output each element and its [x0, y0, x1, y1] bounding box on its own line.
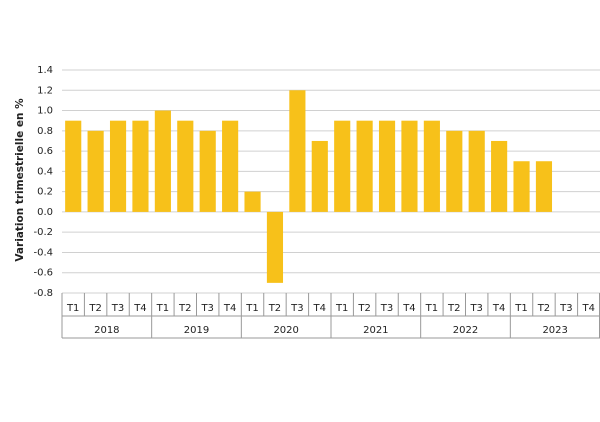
bar [222, 120, 239, 212]
x-tick-label: T2 [88, 303, 101, 314]
x-tick-label: T4 [492, 303, 505, 314]
x-tick-label: T2 [357, 303, 370, 314]
bar [513, 161, 530, 212]
y-tick-label: -0.6 [33, 268, 53, 279]
bar [535, 161, 553, 212]
bar [378, 120, 396, 212]
x-tick-label: T1 [156, 303, 169, 314]
bar [334, 120, 351, 212]
x-tick-label: T4 [402, 303, 415, 314]
x-tick-label: T3 [200, 303, 213, 314]
bar [491, 140, 508, 212]
x-tick-label: T1 [335, 303, 348, 314]
y-tick-label: 1.0 [37, 106, 53, 117]
x-tick-label: T1 [514, 303, 527, 314]
bar [289, 90, 306, 212]
x-tick-label: T4 [582, 303, 595, 314]
group-label: 2022 [453, 325, 478, 336]
x-tick-label: T3 [111, 303, 124, 314]
group-label: 2021 [363, 325, 388, 336]
bar [311, 140, 328, 212]
bar [199, 130, 216, 212]
bar [446, 130, 463, 212]
bar [177, 120, 194, 212]
bar [109, 120, 127, 212]
bar [132, 120, 149, 212]
bar [468, 130, 485, 212]
y-tick-label: 1.2 [37, 85, 53, 96]
y-tick-label: 0.6 [37, 146, 53, 157]
y-tick-label: -0.2 [33, 227, 53, 238]
group-label: 2023 [542, 325, 567, 336]
y-tick-label: 0.2 [37, 187, 53, 198]
x-tick-label: T2 [178, 303, 191, 314]
x-tick-label: T3 [559, 303, 572, 314]
bar [154, 110, 171, 212]
x-tick-label: T4 [133, 303, 146, 314]
x-tick-label: T3 [380, 303, 393, 314]
x-tick-label: T4 [313, 303, 326, 314]
x-tick-label: T3 [290, 303, 303, 314]
group-label: 2019 [184, 325, 209, 336]
y-tick-label: 1.4 [37, 65, 53, 76]
y-tick-label: -0.4 [33, 247, 53, 258]
bar [356, 120, 373, 212]
x-tick-label: T1 [425, 303, 438, 314]
x-tick-label: T3 [469, 303, 482, 314]
bar [423, 120, 440, 212]
group-label: 2018 [94, 325, 119, 336]
x-tick-label: T2 [447, 303, 460, 314]
y-tick-label: 0.4 [37, 166, 53, 177]
bar [65, 120, 82, 212]
y-tick-label: -0.8 [33, 288, 53, 299]
bar [87, 130, 104, 212]
x-tick-label: T4 [223, 303, 236, 314]
x-tick-label: T2 [537, 303, 550, 314]
x-tick-label: T2 [268, 303, 281, 314]
y-axis-label: Variation trimestrielle en % [14, 98, 26, 262]
group-label: 2020 [273, 325, 298, 336]
x-tick-label: T1 [66, 303, 79, 314]
bar [244, 191, 261, 212]
bar [401, 120, 418, 212]
x-tick-label: T1 [245, 303, 258, 314]
bar [266, 211, 284, 283]
y-tick-label: 0.0 [37, 207, 53, 218]
y-tick-label: 0.8 [37, 126, 53, 137]
